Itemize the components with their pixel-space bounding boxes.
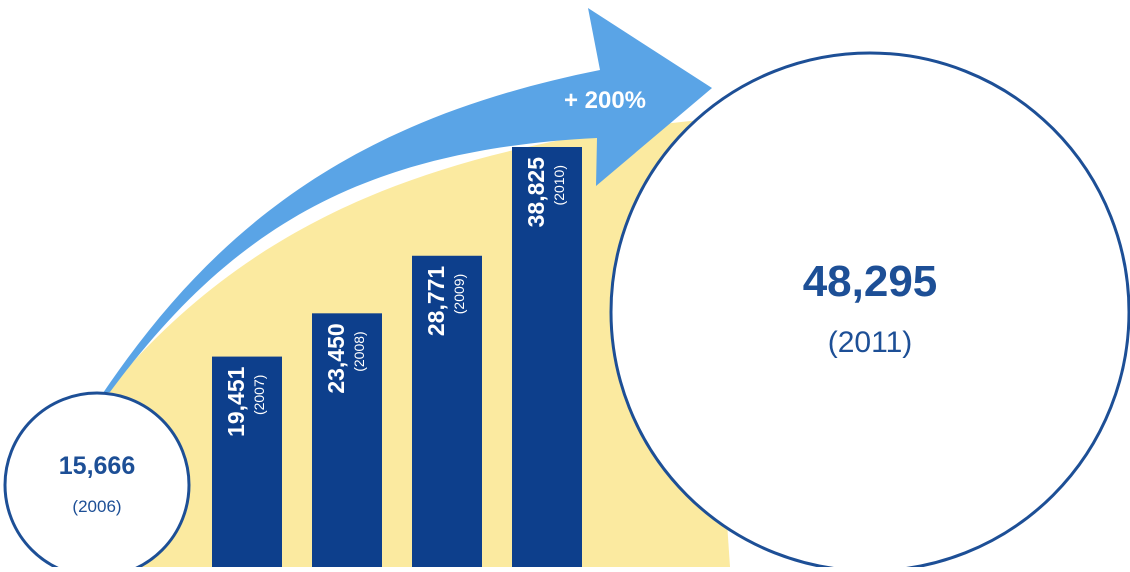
bar-year-label-1: (2008) (351, 331, 367, 371)
bar-1 (312, 313, 382, 567)
bar-2 (412, 255, 482, 567)
bar-value-label-1: 23,450 (323, 323, 349, 393)
bar-year-label-3: (2010) (551, 165, 567, 205)
bar-label-group-0: 19,451 (2007) (223, 366, 267, 437)
bar-value-label-0: 19,451 (223, 366, 249, 437)
start-year-label: (2006) (72, 497, 121, 516)
bar-label-group-2: 28,771 (2009) (423, 266, 467, 337)
bar-3 (512, 147, 582, 567)
end-value-circle (609, 51, 1130, 572)
bar-value-label-3: 38,825 (523, 157, 549, 228)
bar-0 (212, 356, 282, 567)
start-value-label: 15,666 (59, 452, 135, 480)
bar-label-group-1: 23,450 (2008) (323, 323, 367, 393)
bar-year-label-2: (2009) (451, 274, 467, 314)
bar-year-label-0: (2007) (251, 375, 267, 415)
growth-arrow (103, 8, 712, 393)
bars-group: 19,451 (2007) 23,450 (2008) 28,771 (2009) 38,8… (212, 147, 582, 567)
bar-label-group-3: 38,825 (2010) (523, 157, 567, 228)
end-value-label: 48,295 (803, 257, 938, 306)
growth-percentage-label: + 200% (564, 87, 646, 114)
start-value-circle (3, 391, 191, 572)
bar-value-label-2: 28,771 (423, 266, 449, 337)
end-year-label: (2011) (828, 326, 913, 359)
